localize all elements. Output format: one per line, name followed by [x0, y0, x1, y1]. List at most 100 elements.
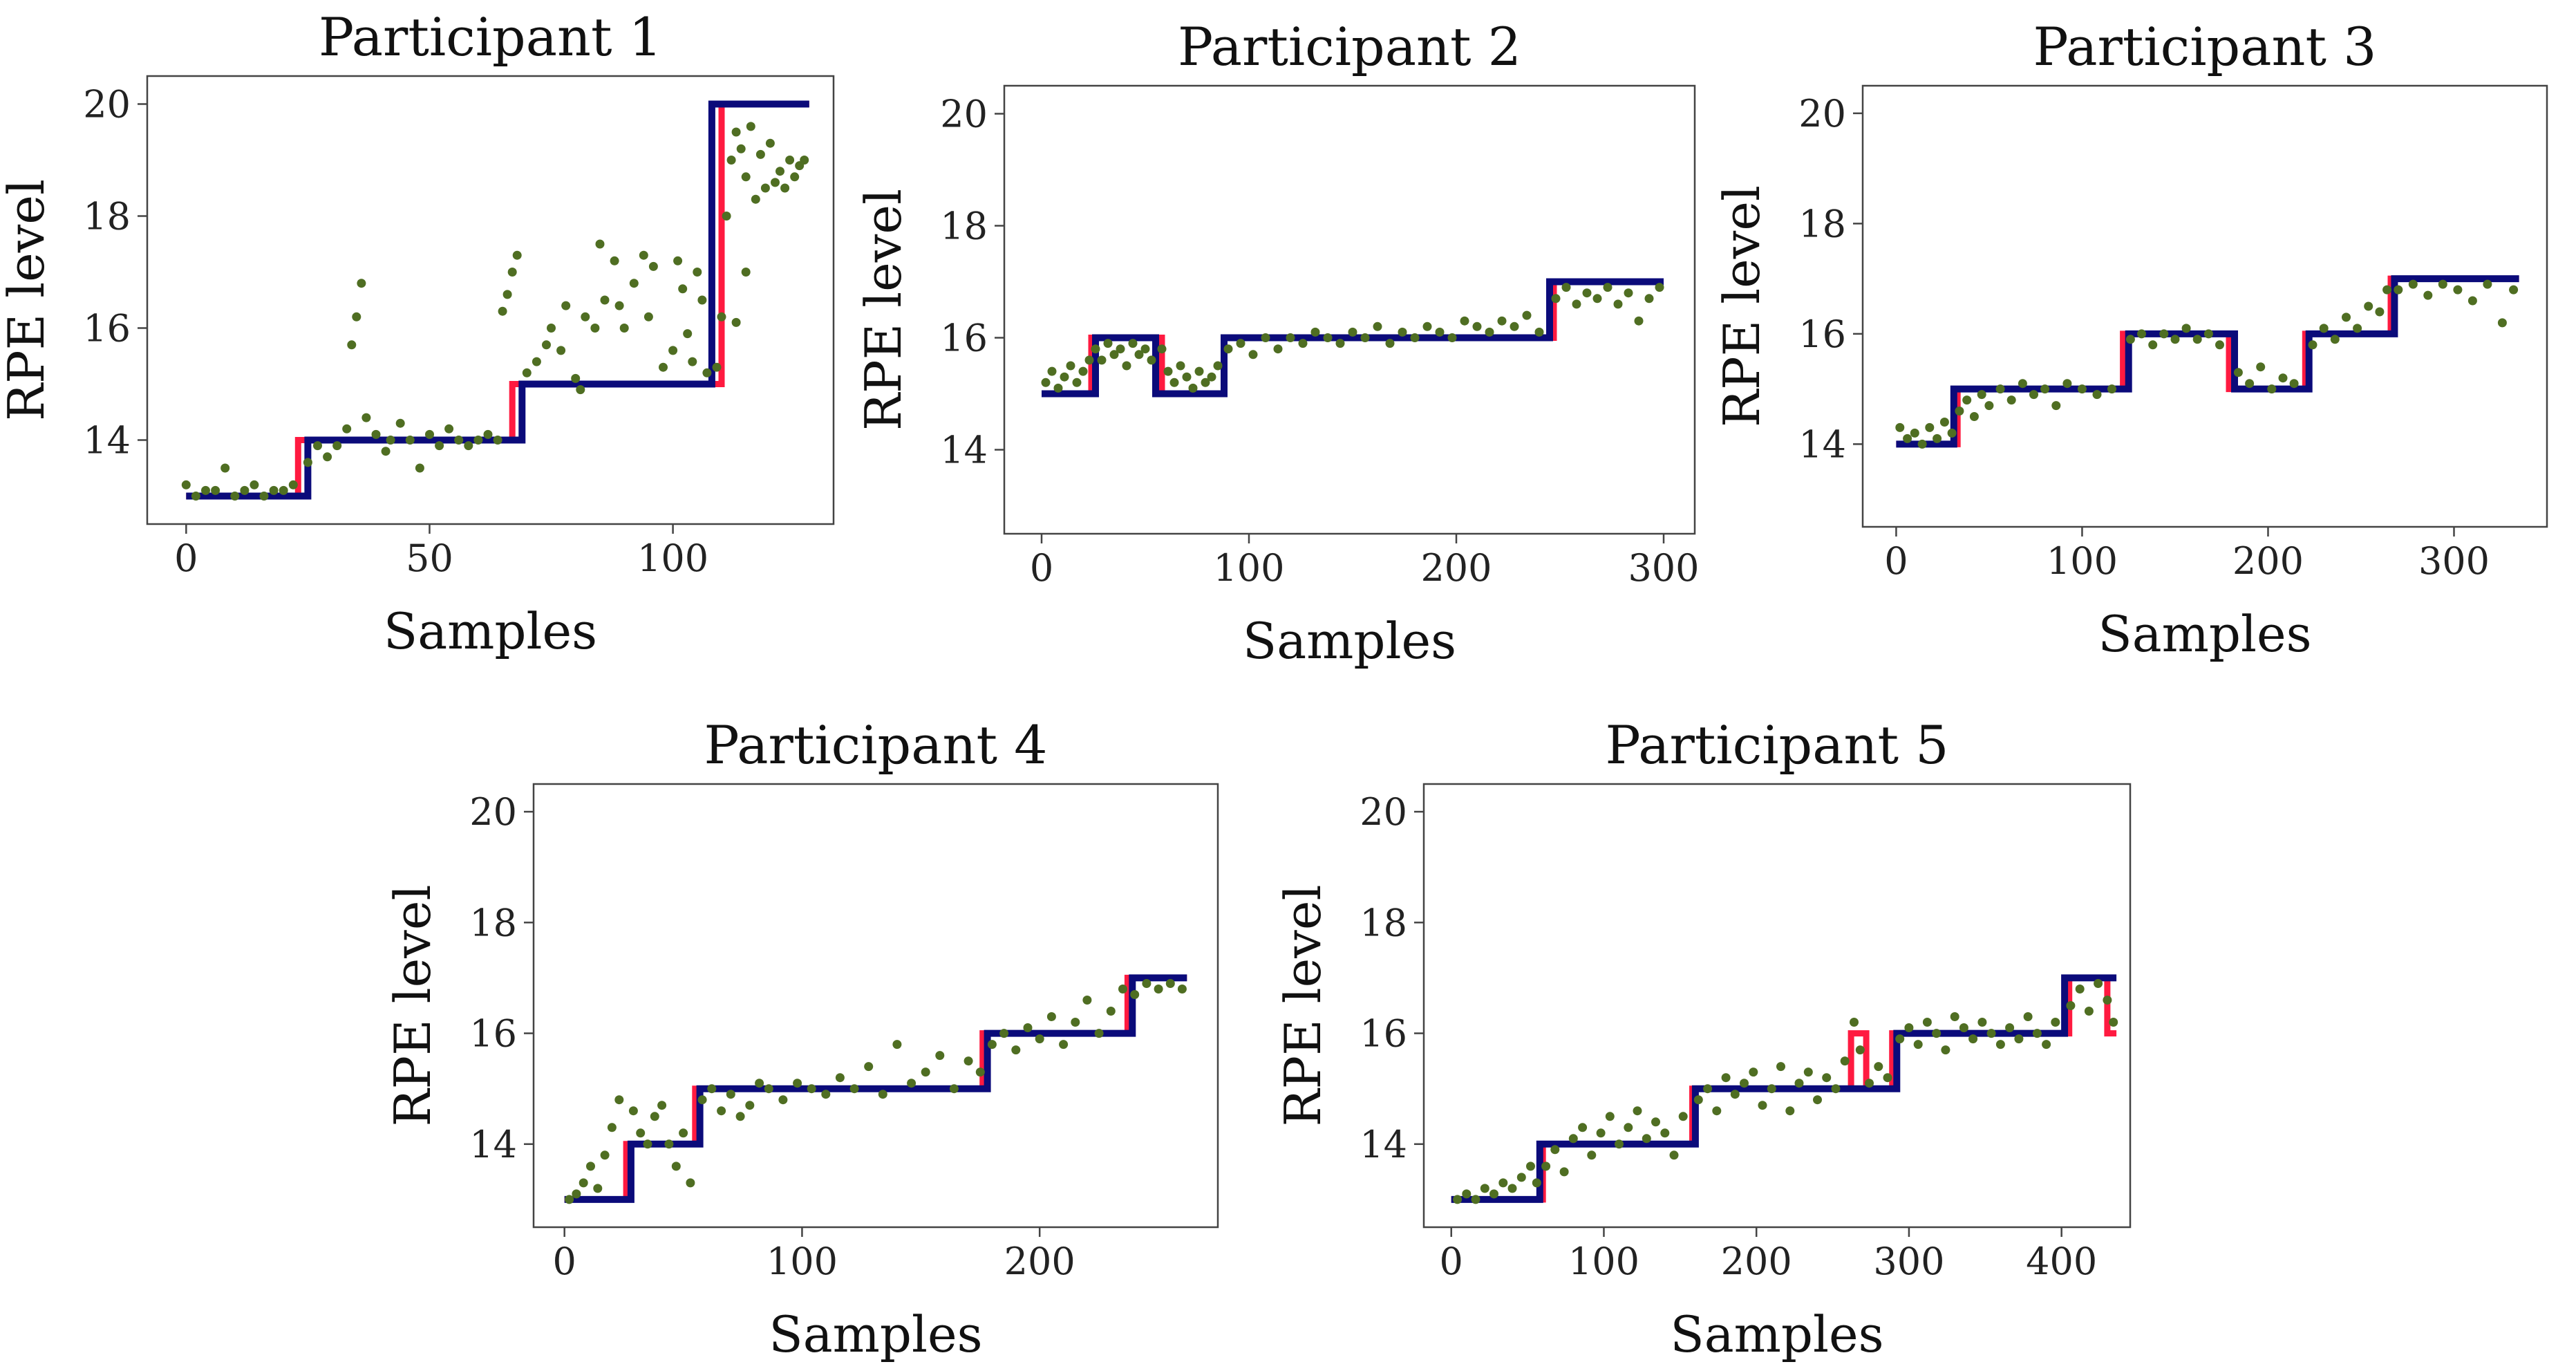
chart-participant-1: Participant 1 0 50 100 14 16 18 20 Samples RPE le… [0, 6, 835, 660]
scatter-point [361, 413, 371, 422]
scatter-point [1035, 1034, 1044, 1044]
scatter-point [2125, 335, 2135, 344]
scatter-point [512, 250, 522, 260]
scatter-point [1480, 1184, 1489, 1193]
chart-participant-4: Participant 4 0 100 200 14 16 18 20 Samples RPE l… [384, 714, 1219, 1363]
scatter-point [1615, 1139, 1624, 1149]
scatter-point [2423, 290, 2433, 300]
x-tick-label: 200 [1420, 546, 1492, 590]
scatter-point [775, 167, 784, 176]
series-line-actual [1451, 974, 2117, 1203]
scatter-point [1165, 979, 1175, 988]
scatter-point [949, 1084, 959, 1094]
scatter-point [1236, 339, 1245, 348]
scatter-point [342, 424, 352, 433]
scatter-point [1532, 1178, 1541, 1188]
x-axis-label: Samples [769, 1305, 982, 1363]
scatter-point [502, 290, 512, 299]
scatter-point [1578, 1123, 1588, 1132]
scatter-point [1182, 372, 1192, 382]
scatter-point [745, 1101, 755, 1110]
scatter-point [707, 1084, 717, 1094]
scatter-point [579, 1178, 588, 1188]
scatter-point [1850, 1018, 1859, 1027]
scatter-point [864, 1062, 874, 1072]
scatter-point [639, 250, 648, 260]
scatter-point [1147, 355, 1156, 365]
scatter-point [2308, 340, 2318, 350]
scatter-point [1895, 422, 1905, 432]
scatter-point [565, 1195, 574, 1204]
x-tick-label: 200 [2232, 539, 2304, 583]
scatter-point [2006, 395, 2016, 405]
scatter-point [1883, 1073, 1892, 1083]
scatter-point [765, 138, 775, 148]
scatter-point [1855, 1045, 1865, 1055]
plot-area [1422, 783, 2132, 1229]
scatter-point [1097, 355, 1107, 365]
scatter-point [2032, 1029, 2042, 1038]
scatter-point [1116, 344, 1125, 354]
scatter-point [2094, 979, 2103, 988]
x-tick-label: 400 [2026, 1240, 2097, 1283]
scatter-point [673, 256, 683, 265]
scatter-point [507, 268, 517, 277]
scatter-point [1453, 1195, 1463, 1204]
y-tick-label: 20 [940, 93, 988, 136]
scatter-point [1655, 283, 1664, 292]
scatter-point [1373, 321, 1382, 331]
scatter-point [1950, 1012, 1959, 1021]
scatter-point [741, 268, 751, 277]
scatter-point [2014, 1034, 2024, 1044]
scatter-point [2509, 285, 2519, 295]
scatter-point [849, 1084, 859, 1094]
scatter-point [1188, 383, 1198, 393]
scatter-point [1776, 1062, 1785, 1072]
y-axis-label: RPE level [1713, 185, 1771, 427]
scatter-point [1071, 1018, 1080, 1027]
series-line-actual [1042, 278, 1664, 398]
scatter-point [571, 373, 581, 383]
scatter-point [697, 1095, 707, 1105]
scatter-point [2245, 379, 2255, 389]
x-tick-label: 200 [1004, 1240, 1075, 1283]
scatter-point [657, 1101, 667, 1110]
scatter-point [1740, 1079, 1749, 1088]
scatter-point [2267, 384, 2277, 394]
scatter-point [717, 1106, 726, 1116]
scatter-point [1822, 1073, 1832, 1083]
scatter-point [643, 1139, 652, 1149]
scatter-point [712, 362, 722, 372]
scatter-point [790, 172, 800, 182]
scatter-point [2159, 329, 2169, 339]
scatter-point [425, 429, 434, 439]
scatter-point [751, 194, 760, 204]
scatter-point [483, 429, 493, 439]
scatter-point [1435, 327, 1445, 337]
scatter-point [454, 436, 464, 445]
scatter-point [2408, 279, 2418, 289]
scatter-point [735, 1112, 745, 1121]
scatter-point [2051, 401, 2061, 411]
scatter-point [191, 492, 200, 501]
scatter-point [2330, 335, 2340, 344]
scatter-point [1758, 1101, 1767, 1110]
y-tick-label: 14 [83, 419, 131, 463]
scatter-point [975, 1067, 985, 1077]
x-tick-label: 0 [553, 1240, 576, 1283]
scatter-point [1977, 390, 1986, 400]
scatter-point [1550, 1145, 1560, 1155]
scatter-point [435, 441, 444, 451]
scatter-point [821, 1090, 831, 1099]
scatter-point [1634, 316, 1644, 326]
scatter-point [1130, 990, 1140, 999]
scatter-point [892, 1040, 902, 1050]
scatter-point [1140, 344, 1150, 354]
scatter-point [650, 1112, 659, 1121]
series-line-actual [564, 974, 1187, 1203]
scatter-point [1060, 372, 1069, 382]
scatter-point [2353, 324, 2362, 333]
scatter-point [2181, 324, 2191, 333]
y-tick-label: 20 [83, 83, 131, 127]
